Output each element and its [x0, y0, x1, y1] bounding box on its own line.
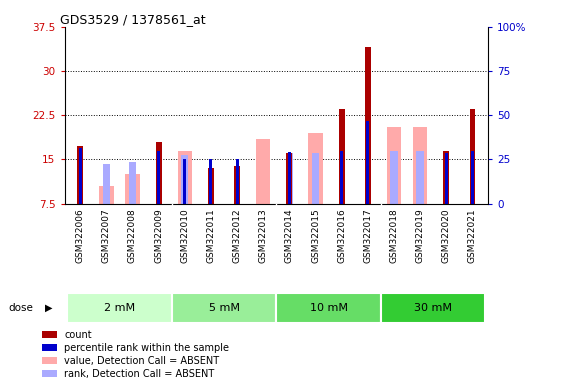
Text: count: count: [64, 330, 92, 340]
Bar: [286, 154, 293, 204]
Text: GSM322017: GSM322017: [364, 208, 373, 263]
Bar: [79, 147, 82, 204]
Bar: [470, 109, 475, 204]
Bar: [99, 186, 113, 204]
Text: GSM322012: GSM322012: [233, 208, 242, 263]
Bar: [234, 166, 240, 204]
Text: 5 mM: 5 mM: [209, 303, 240, 313]
Text: GSM322016: GSM322016: [337, 208, 346, 263]
Text: GDS3529 / 1378561_at: GDS3529 / 1378561_at: [60, 13, 206, 26]
Bar: [236, 159, 238, 204]
Text: percentile rank within the sample: percentile rank within the sample: [64, 343, 229, 353]
Bar: [365, 48, 371, 204]
Bar: [125, 174, 140, 204]
Bar: [390, 151, 398, 204]
Bar: [340, 151, 343, 204]
Bar: [129, 162, 136, 204]
Bar: [172, 293, 276, 323]
Text: GSM322019: GSM322019: [416, 208, 425, 263]
Bar: [287, 154, 292, 204]
Bar: [103, 164, 110, 204]
Text: GSM322010: GSM322010: [180, 208, 189, 263]
Bar: [309, 133, 323, 204]
Bar: [471, 151, 474, 204]
Bar: [178, 151, 192, 204]
Bar: [381, 293, 485, 323]
Text: rank, Detection Call = ABSENT: rank, Detection Call = ABSENT: [64, 369, 214, 379]
Bar: [67, 293, 172, 323]
Bar: [42, 370, 57, 377]
Text: GSM322011: GSM322011: [206, 208, 215, 263]
Text: GSM322018: GSM322018: [389, 208, 398, 263]
Text: GSM322015: GSM322015: [311, 208, 320, 263]
Bar: [387, 127, 401, 204]
Text: GSM322013: GSM322013: [259, 208, 268, 263]
Bar: [288, 152, 291, 204]
Bar: [443, 151, 449, 204]
Text: GSM322020: GSM322020: [442, 208, 450, 263]
Bar: [42, 344, 57, 351]
Bar: [183, 159, 186, 204]
Text: dose: dose: [8, 303, 33, 313]
Bar: [312, 154, 319, 204]
Bar: [157, 151, 160, 204]
Text: 2 mM: 2 mM: [104, 303, 135, 313]
Text: GSM322021: GSM322021: [468, 208, 477, 263]
Bar: [416, 151, 424, 204]
Bar: [208, 168, 214, 204]
Bar: [366, 121, 369, 204]
Bar: [181, 155, 188, 204]
Text: ▶: ▶: [45, 303, 52, 313]
Bar: [339, 109, 344, 204]
Bar: [445, 154, 448, 204]
Bar: [209, 159, 213, 204]
Bar: [256, 139, 270, 204]
Bar: [156, 142, 162, 204]
Text: GSM322009: GSM322009: [154, 208, 163, 263]
Bar: [42, 357, 57, 364]
Bar: [42, 331, 57, 338]
Bar: [276, 293, 381, 323]
Bar: [77, 146, 83, 204]
Bar: [413, 127, 427, 204]
Text: GSM322006: GSM322006: [76, 208, 85, 263]
Text: 10 mM: 10 mM: [310, 303, 348, 313]
Text: value, Detection Call = ABSENT: value, Detection Call = ABSENT: [64, 356, 219, 366]
Text: GSM322007: GSM322007: [102, 208, 111, 263]
Text: 30 mM: 30 mM: [414, 303, 452, 313]
Text: GSM322014: GSM322014: [285, 208, 294, 263]
Text: GSM322008: GSM322008: [128, 208, 137, 263]
